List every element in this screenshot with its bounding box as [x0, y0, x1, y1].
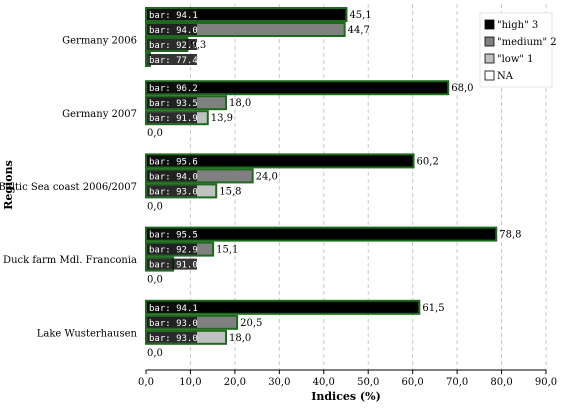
- category-label: Lake Wusterhausen: [37, 328, 138, 339]
- bar-high: [145, 226, 498, 242]
- bar-inner-text: bar: 77.4: [149, 56, 198, 66]
- bar-value-label: 61,5: [422, 303, 444, 314]
- bar-text-bg: [147, 301, 197, 313]
- bar-value-label: 0,0: [147, 275, 163, 286]
- bar-value-label: 24,0: [256, 171, 278, 182]
- bar-inner-text: bar: 93.0: [149, 319, 198, 329]
- x-tick-label: 30,0: [268, 377, 290, 388]
- x-tick-label: 80,0: [490, 377, 512, 388]
- bar-text-bg: [147, 228, 197, 240]
- bar-inner-text: bar: 91.9: [149, 114, 198, 124]
- bar-text-bg: [147, 112, 197, 124]
- bar-text-bg: [147, 185, 197, 197]
- bar-inner-text: bar: 93.0: [149, 187, 198, 197]
- x-tick-label: 0,0: [138, 377, 154, 388]
- bar-text-bg: [147, 54, 197, 65]
- bar-text-bg: [147, 9, 197, 20]
- bar-value-label: 45,1: [349, 10, 371, 21]
- legend: "high" 3 "medium" 2 "low" 1 NA: [479, 12, 557, 88]
- category-label: Baltic Sea coast 2006/2007: [0, 182, 137, 193]
- bar-value-label: 9,3: [190, 40, 206, 51]
- legend-swatch: [484, 19, 495, 30]
- bar-inner-text: bar: 94.1: [149, 304, 198, 314]
- bar-text-bg: [147, 243, 197, 255]
- bar-text-bg: [147, 97, 197, 109]
- bar-text-bg: [147, 170, 197, 182]
- y-axis-title: Regions: [2, 160, 15, 210]
- x-ticks: 0,0 10,0 20,0 30,0 40,0 50,0 60,0 70,0 80,0 90,0: [138, 370, 557, 388]
- bar-inner-text: bar: 94.0: [149, 172, 198, 182]
- bar-high: [145, 299, 421, 315]
- category-labels: Germany 2006 Germany 2007 Baltic Sea coast…: [0, 36, 138, 340]
- bar-inner-text: bar: 92.9: [149, 41, 198, 51]
- legend-swatch: [484, 53, 495, 64]
- bar-inner-text: bar: 92.9: [149, 246, 198, 256]
- legend-swatch: [484, 36, 495, 47]
- bar-text-bg: [147, 155, 197, 167]
- bar-value-label: 60,2: [417, 156, 439, 167]
- legend-label: "medium" 2: [497, 37, 557, 48]
- x-tick-label: 50,0: [357, 377, 379, 388]
- category-label: Duck farm Mdl. Franconia: [3, 255, 137, 266]
- bar-high: [145, 80, 450, 96]
- legend-label: NA: [497, 71, 514, 82]
- bar-text-bg: [147, 82, 197, 94]
- bar-inner-text: bar: 95.6: [149, 157, 198, 167]
- bar-value-label: 78,8: [499, 230, 521, 241]
- bar-value-label: 15,1: [216, 245, 238, 256]
- legend-label: "high" 3: [497, 20, 538, 31]
- bar-value-label: 0,0: [147, 348, 163, 359]
- bar-value-label: 68,0: [451, 83, 473, 94]
- bar-value-label: 18,0: [229, 98, 251, 109]
- category-label: Germany 2007: [62, 109, 137, 120]
- bar-text-bg: [147, 39, 197, 50]
- bar-inner-text: bar: 96.2: [149, 84, 198, 94]
- legend-swatch: [484, 70, 495, 81]
- legend-label: "low" 1: [497, 54, 534, 65]
- bar-value-label: 0,0: [147, 201, 163, 212]
- bar-text-bg: [147, 331, 197, 343]
- bar-inner-text: bar: 93.0: [149, 334, 198, 344]
- bar-value-label: 0,0: [147, 128, 163, 139]
- bar-value-label: 15,8: [219, 186, 241, 197]
- bar-value-label: 20,5: [240, 318, 262, 329]
- bar-value-label: 18,0: [229, 333, 251, 344]
- category-label: Germany 2006: [62, 36, 137, 47]
- bar-inner-text: bar: 94.0: [149, 26, 198, 36]
- x-tick-label: 60,0: [402, 377, 424, 388]
- bar-inner-text: bar: 95.5: [149, 231, 198, 241]
- x-tick-label: 10,0: [179, 377, 201, 388]
- bar-high: [145, 153, 415, 169]
- bar-inner-text: bar: 94.1: [149, 11, 198, 21]
- x-tick-label: 70,0: [446, 377, 468, 388]
- x-tick-label: 90,0: [535, 377, 557, 388]
- bar-text-bg: [147, 24, 197, 35]
- x-axis-title: Indices (%): [311, 390, 381, 403]
- bar-inner-text: bar: 93.5: [149, 99, 198, 109]
- bar-text-bg: [147, 258, 197, 270]
- bar-value-label: 13,9: [211, 113, 233, 124]
- x-tick-label: 40,0: [313, 377, 335, 388]
- x-tick-label: 20,0: [224, 377, 246, 388]
- bar-text-bg: [147, 316, 197, 328]
- bar-value-label: 44,7: [348, 25, 370, 36]
- bar-inner-text: bar: 91.0: [149, 261, 198, 271]
